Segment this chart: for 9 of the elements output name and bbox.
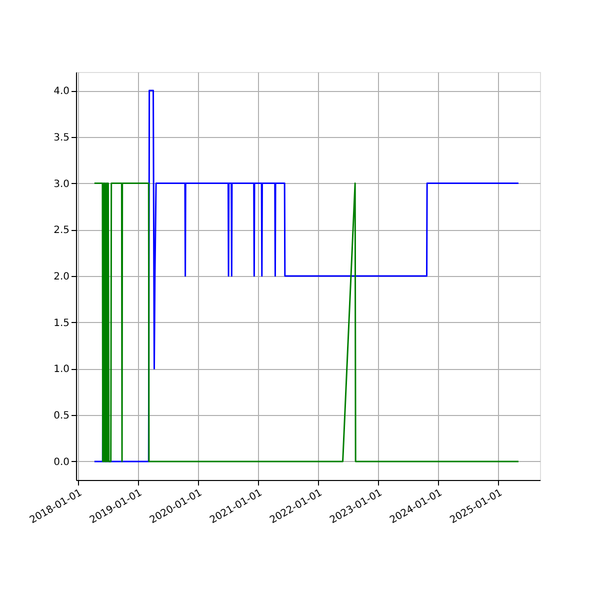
y-tick-label: 3.5 xyxy=(54,132,70,144)
y-tick-label: 1.5 xyxy=(54,318,70,329)
y-tick-label: 2.5 xyxy=(54,225,70,236)
y-tick-label: 0.5 xyxy=(54,410,70,422)
y-tick-label: 4.0 xyxy=(54,86,70,98)
y-tick-label: 1.0 xyxy=(54,364,70,376)
y-tick-label: 3.0 xyxy=(54,178,70,190)
y-tick-label: 0.0 xyxy=(54,456,70,468)
y-tick-label: 2.0 xyxy=(54,272,70,282)
